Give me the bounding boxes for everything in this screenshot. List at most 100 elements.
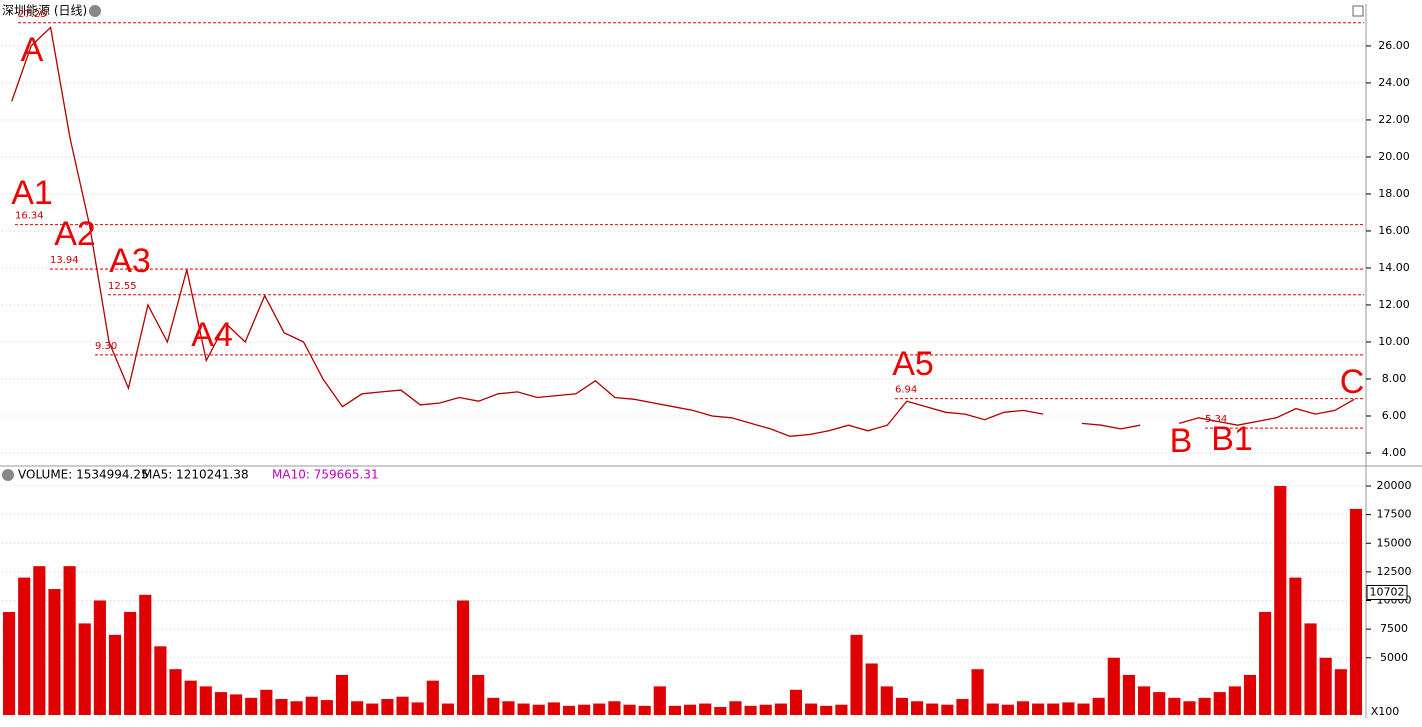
- volume-bar: [320, 700, 333, 715]
- annotation: C: [1340, 363, 1365, 401]
- volume-bar: [699, 703, 712, 715]
- volume-bar: [547, 702, 560, 715]
- volume-bar: [578, 704, 591, 715]
- annotation: A1: [11, 174, 53, 212]
- volume-bar: [48, 589, 61, 715]
- volume-bar: [457, 600, 470, 715]
- annotation: A5: [892, 345, 934, 383]
- y-tick-label: 20000: [1377, 479, 1412, 492]
- volume-bar: [623, 704, 636, 715]
- y-tick-label: 10.00: [1378, 335, 1410, 348]
- volume-bar: [1198, 697, 1211, 715]
- volume-bar: [108, 634, 122, 715]
- volume-bar: [1077, 703, 1090, 715]
- volume-bar: [18, 577, 31, 715]
- volume-bar: [366, 703, 379, 715]
- volume-bar: [184, 680, 197, 715]
- volume-bar: [1319, 657, 1332, 715]
- volume-bar: [1183, 701, 1196, 715]
- volume-bar: [941, 704, 954, 715]
- window-button[interactable]: [1352, 5, 1364, 17]
- volume-bar: [865, 663, 878, 715]
- volume-bar: [517, 703, 530, 715]
- annotation: A4: [191, 316, 233, 354]
- y-tick-label: 5000: [1380, 651, 1408, 664]
- annotation: A3: [109, 242, 151, 280]
- volume-bar: [956, 698, 969, 715]
- y-tick-label: 20.00: [1378, 150, 1410, 163]
- volume-bar: [260, 689, 273, 715]
- volume-bar: [1138, 686, 1151, 715]
- volume-bar: [1274, 486, 1287, 715]
- menu-button[interactable]: [2, 469, 14, 481]
- annotation: A2: [54, 215, 96, 253]
- legend-entry: MA5: 1210241.38: [142, 468, 249, 482]
- volume-bar: [214, 692, 227, 715]
- volume-bar: [1047, 703, 1060, 715]
- volume-bar: [396, 696, 409, 715]
- volume-bar: [335, 674, 349, 715]
- volume-bar: [1153, 692, 1166, 715]
- level-label: 16.34: [15, 211, 44, 222]
- volume-bar: [472, 674, 485, 715]
- volume-bar: [684, 704, 697, 715]
- volume-bar: [1122, 674, 1135, 715]
- volume-bar: [1092, 697, 1105, 715]
- level-label: 12.55: [108, 281, 137, 292]
- volume-bar: [971, 669, 984, 715]
- volume-bar: [230, 694, 243, 715]
- volume-bar: [63, 566, 76, 715]
- volume-bar: [1168, 697, 1181, 715]
- volume-bar: [78, 623, 91, 715]
- volume-bar: [850, 634, 863, 715]
- y-tick-label: 12.00: [1378, 298, 1410, 311]
- volume-bar: [1032, 703, 1045, 715]
- level-label: 27.25: [18, 9, 47, 20]
- y-tick-label: 8.00: [1382, 372, 1407, 385]
- y-tick-label: 12500: [1377, 565, 1412, 578]
- volume-bar: [729, 701, 742, 715]
- chart-title: 深圳能源 (日线): [2, 4, 87, 18]
- volume-bar: [1062, 702, 1075, 715]
- annotation: B1: [1211, 420, 1253, 458]
- y-tick-label: 26.00: [1378, 39, 1410, 52]
- volume-bar: [532, 704, 545, 715]
- volume-bar: [1001, 704, 1014, 715]
- volume-bar: [668, 705, 681, 715]
- volume-bar: [33, 566, 46, 715]
- legend-entry: VOLUME: 1534994.25: [18, 468, 149, 482]
- volume-bar: [124, 611, 137, 715]
- volume-bar: [1289, 577, 1302, 715]
- volume-bar: [93, 600, 106, 715]
- volume-bar: [305, 696, 318, 715]
- last-value-label: 10702: [1370, 585, 1405, 598]
- volume-bar: [714, 706, 727, 715]
- volume-bar: [759, 704, 772, 715]
- level-label: 13.94: [50, 255, 79, 266]
- volume-bar: [426, 680, 439, 715]
- y-tick-label: 15000: [1377, 536, 1412, 549]
- volume-bar: [487, 697, 500, 715]
- volume-bar: [139, 594, 152, 715]
- y-tick-label: 14.00: [1378, 261, 1410, 274]
- volume-bar: [1228, 686, 1241, 715]
- volume-bar: [789, 689, 803, 715]
- volume-bar: [820, 705, 833, 715]
- volume-bar: [638, 705, 651, 715]
- volume-bar: [744, 705, 757, 715]
- annotation: A: [21, 31, 44, 69]
- y-tick-label: 17500: [1377, 508, 1412, 521]
- volume-bar: [502, 701, 515, 715]
- volume-bar: [351, 701, 364, 715]
- volume-bar: [1107, 657, 1120, 715]
- volume-bar: [1213, 692, 1226, 715]
- volume-bar: [290, 701, 303, 715]
- price-line: [11, 26, 1355, 437]
- volume-bar: [1016, 701, 1030, 715]
- volume-bar: [441, 703, 454, 715]
- legend-entry: MA10: 759665.31: [272, 468, 379, 482]
- volume-bar: [593, 703, 606, 715]
- menu-button[interactable]: [89, 5, 101, 17]
